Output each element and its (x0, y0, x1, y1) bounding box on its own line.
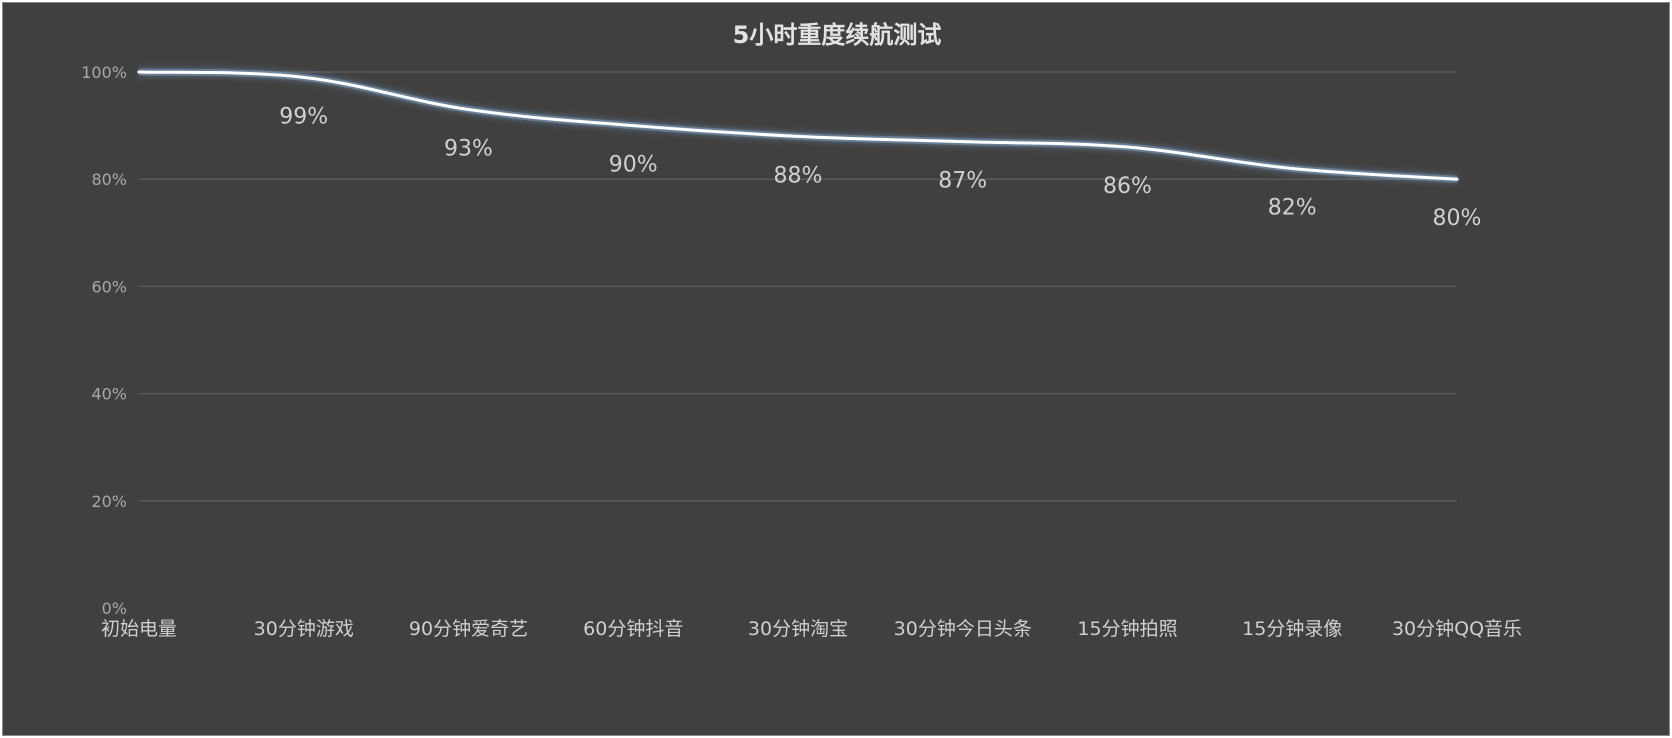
x-axis-ticks: 初始电量 30分钟游戏 90分钟爱奇艺 60分钟抖音 30分钟淘宝 30分钟今日头条 15分… (101, 618, 1522, 640)
x-tick-label: 90分钟爱奇艺 (409, 618, 528, 640)
data-point (467, 108, 470, 112)
line-chart: 5小时重度续航测试 0% 20% 40% 60% 80% 100% 初始电量 30分钟游戏 9… (81, 21, 1522, 640)
data-labels: 99% 93% 90% 88% 87% 86% 82% 80% (279, 104, 1481, 231)
data-point (1290, 166, 1294, 170)
x-tick-label: 30分钟淘宝 (748, 618, 848, 640)
data-label: 80% (1433, 206, 1482, 231)
data-point (1126, 145, 1129, 149)
x-tick-label: 15分钟拍照 (1077, 618, 1177, 640)
gridlines (139, 71, 1457, 502)
y-tick-label: 0% (102, 599, 127, 618)
y-tick-label: 40% (91, 385, 127, 404)
x-tick-label: 30分钟游戏 (254, 618, 354, 640)
y-tick-label: 80% (91, 170, 127, 189)
data-label: 87% (938, 169, 987, 194)
x-tick-label: 30分钟今日头条 (894, 618, 1032, 640)
x-tick-label: 30分钟QQ音乐 (1392, 618, 1522, 640)
chart-title: 5小时重度续航测试 (733, 21, 942, 49)
data-label: 99% (279, 104, 328, 129)
x-tick-label: 15分钟录像 (1242, 618, 1342, 640)
data-label: 88% (774, 163, 823, 188)
data-point (631, 124, 635, 128)
x-tick-label: 60分钟抖音 (583, 618, 683, 640)
data-label: 86% (1103, 174, 1152, 199)
data-label: 82% (1268, 195, 1317, 220)
series-line-group (137, 68, 1459, 183)
data-point (302, 75, 306, 79)
data-point (1455, 177, 1459, 181)
data-label: 93% (444, 137, 493, 162)
data-point (961, 140, 965, 144)
y-tick-label: 60% (91, 277, 127, 296)
x-tick-label: 初始电量 (101, 618, 177, 640)
y-tick-label: 20% (91, 492, 127, 511)
y-tick-label: 100% (81, 63, 127, 82)
data-label: 90% (609, 153, 658, 178)
y-axis-ticks: 0% 20% 40% 60% 80% 100% (81, 63, 127, 618)
data-point (796, 134, 800, 138)
data-point (137, 70, 141, 74)
